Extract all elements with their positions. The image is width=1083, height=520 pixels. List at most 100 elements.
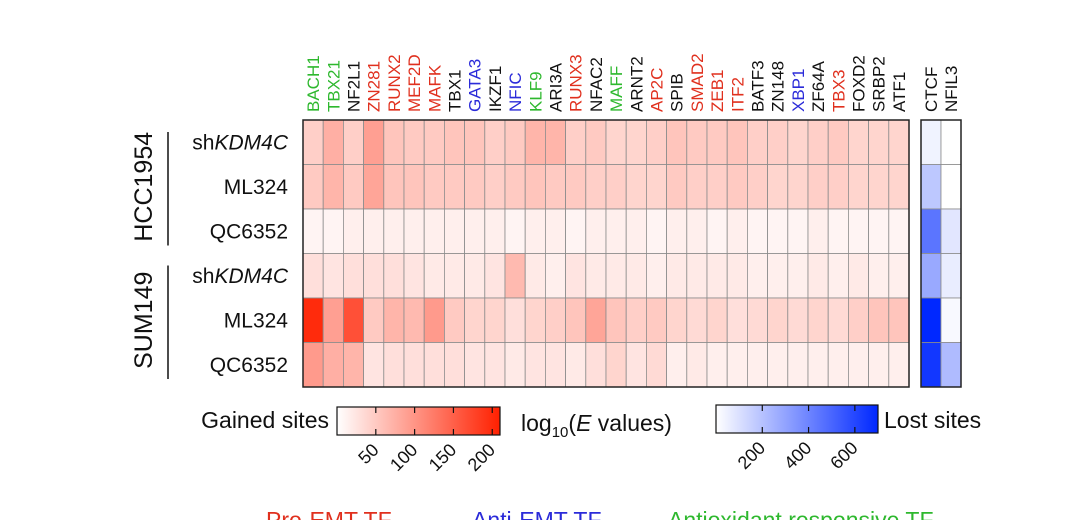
lost-cell-NFIL3-r5 bbox=[940, 342, 962, 388]
gained-cell-ATF1-r3 bbox=[888, 253, 910, 299]
gained-cell-FOXD2-r2 bbox=[848, 208, 870, 254]
gained-cell-MEF2D-r0 bbox=[403, 119, 425, 165]
lost-cell-NFIL3-r3 bbox=[940, 253, 962, 299]
lost-tick-label-200: 200 bbox=[734, 438, 769, 473]
gained-cell-NF2L1-r2 bbox=[342, 208, 364, 254]
gained-cell-RUNX2-r4 bbox=[383, 297, 405, 343]
column-label-CTCF: CTCF bbox=[922, 67, 941, 112]
gained-heatmap-border bbox=[302, 119, 910, 388]
lost-tick-label-600: 600 bbox=[826, 438, 861, 473]
gained-cell-FOXD2-r4 bbox=[848, 297, 870, 343]
column-label-KLF9: KLF9 bbox=[526, 71, 545, 112]
column-label-MAFK: MAFK bbox=[425, 64, 444, 112]
gained-cell-ARI3A-r0 bbox=[545, 119, 567, 165]
lost-cell-CTCF-r2 bbox=[920, 208, 942, 254]
gained-cell-KLF9-r2 bbox=[524, 208, 546, 254]
column-label-ZEB1: ZEB1 bbox=[708, 69, 727, 112]
column-label-TBX1: TBX1 bbox=[446, 69, 465, 112]
column-label-NF2L1: NF2L1 bbox=[345, 61, 364, 112]
gained-cell-ZEB1-r0 bbox=[706, 119, 728, 165]
column-label-GATA3: GATA3 bbox=[466, 59, 485, 112]
gained-cell-NFAC2-r2 bbox=[585, 208, 607, 254]
lost-colorbar bbox=[715, 404, 879, 434]
lost-sites-label: Lost sites bbox=[884, 407, 981, 433]
gained-cell-NF2L1-r4 bbox=[342, 297, 364, 343]
gained-cell-SPIB-r2 bbox=[666, 208, 688, 254]
gained-cell-TBX21-r2 bbox=[322, 208, 344, 254]
gained-tick-label-200: 200 bbox=[464, 440, 499, 475]
gained-cell-SPIB-r1 bbox=[666, 164, 688, 210]
gained-cell-MAFK-r0 bbox=[423, 119, 445, 165]
gained-cell-AP2C-r3 bbox=[646, 253, 668, 299]
column-label-TBX21: TBX21 bbox=[324, 60, 343, 112]
row-label-SUM149-2: QC6352 bbox=[210, 354, 288, 377]
gained-cell-GATA3-r1 bbox=[464, 164, 486, 210]
row-label-HCC1954-2: QC6352 bbox=[210, 220, 288, 243]
gained-cell-TBX21-r0 bbox=[322, 119, 344, 165]
gained-cell-TBX21-r5 bbox=[322, 342, 344, 388]
gained-cell-TBX3-r2 bbox=[827, 208, 849, 254]
gained-cell-NF2L1-r1 bbox=[342, 164, 364, 210]
gained-cell-XBP1-r1 bbox=[787, 164, 809, 210]
gained-cell-RUNX2-r1 bbox=[383, 164, 405, 210]
gained-cell-ITF2-r1 bbox=[726, 164, 748, 210]
gained-cell-TBX21-r3 bbox=[322, 253, 344, 299]
gained-cell-TBX1-r1 bbox=[443, 164, 465, 210]
gained-cell-XBP1-r2 bbox=[787, 208, 809, 254]
gained-cell-TBX3-r5 bbox=[827, 342, 849, 388]
column-label-BATF3: BATF3 bbox=[749, 60, 768, 112]
gained-cell-SMAD2-r2 bbox=[686, 208, 708, 254]
gained-cell-MAFK-r1 bbox=[423, 164, 445, 210]
gained-cell-ZN281-r5 bbox=[363, 342, 385, 388]
gained-cell-ARI3A-r5 bbox=[545, 342, 567, 388]
gained-cell-SMAD2-r0 bbox=[686, 119, 708, 165]
column-label-ZN281: ZN281 bbox=[365, 61, 384, 112]
gained-cell-ZN281-r1 bbox=[363, 164, 385, 210]
gained-cell-TBX3-r0 bbox=[827, 119, 849, 165]
lost-cell-CTCF-r4 bbox=[920, 297, 942, 343]
column-label-ARNT2: ARNT2 bbox=[627, 56, 646, 112]
gained-cell-ZN148-r1 bbox=[767, 164, 789, 210]
gained-cell-SPIB-r3 bbox=[666, 253, 688, 299]
gained-cell-KLF9-r4 bbox=[524, 297, 546, 343]
footer-legend-antioxidant: Antioxidant responsive TF bbox=[668, 507, 934, 520]
gained-cell-BATF3-r3 bbox=[747, 253, 769, 299]
column-label-XBP1: XBP1 bbox=[789, 69, 808, 112]
gained-cell-MAFF-r3 bbox=[605, 253, 627, 299]
gained-cell-BACH1-r5 bbox=[302, 342, 324, 388]
column-label-ZF64A: ZF64A bbox=[809, 60, 828, 112]
gained-cell-ZN148-r0 bbox=[767, 119, 789, 165]
column-label-SRBP2: SRBP2 bbox=[870, 56, 889, 112]
gained-cell-ITF2-r2 bbox=[726, 208, 748, 254]
gained-cell-XBP1-r4 bbox=[787, 297, 809, 343]
gained-cell-ARI3A-r2 bbox=[545, 208, 567, 254]
gained-cell-ZN281-r0 bbox=[363, 119, 385, 165]
gained-cell-RUNX3-r3 bbox=[565, 253, 587, 299]
lost-cell-CTCF-r5 bbox=[920, 342, 942, 388]
gained-cell-NFAC2-r4 bbox=[585, 297, 607, 343]
column-label-ARI3A: ARI3A bbox=[547, 62, 566, 112]
gained-cell-AP2C-r2 bbox=[646, 208, 668, 254]
lost-cell-CTCF-r1 bbox=[920, 164, 942, 210]
gained-cell-NFIC-r3 bbox=[504, 253, 526, 299]
column-label-SPIB: SPIB bbox=[668, 73, 687, 112]
gained-cell-ZEB1-r4 bbox=[706, 297, 728, 343]
gained-cell-RUNX3-r0 bbox=[565, 119, 587, 165]
gained-cell-BACH1-r3 bbox=[302, 253, 324, 299]
gained-cell-ZEB1-r2 bbox=[706, 208, 728, 254]
gained-cell-FOXD2-r1 bbox=[848, 164, 870, 210]
column-label-ITF2: ITF2 bbox=[728, 77, 747, 112]
lost-cell-CTCF-r0 bbox=[920, 119, 942, 165]
gained-cell-IKZF1-r1 bbox=[484, 164, 506, 210]
gained-cell-SPIB-r4 bbox=[666, 297, 688, 343]
gained-cell-BACH1-r0 bbox=[302, 119, 324, 165]
column-label-MAFF: MAFF bbox=[607, 66, 626, 112]
gained-cell-MAFF-r5 bbox=[605, 342, 627, 388]
gained-cell-KLF9-r5 bbox=[524, 342, 546, 388]
gained-cell-GATA3-r5 bbox=[464, 342, 486, 388]
gained-cell-NFIC-r2 bbox=[504, 208, 526, 254]
gained-cell-MAFF-r1 bbox=[605, 164, 627, 210]
gained-cell-ARI3A-r4 bbox=[545, 297, 567, 343]
column-label-MEF2D: MEF2D bbox=[405, 54, 424, 112]
